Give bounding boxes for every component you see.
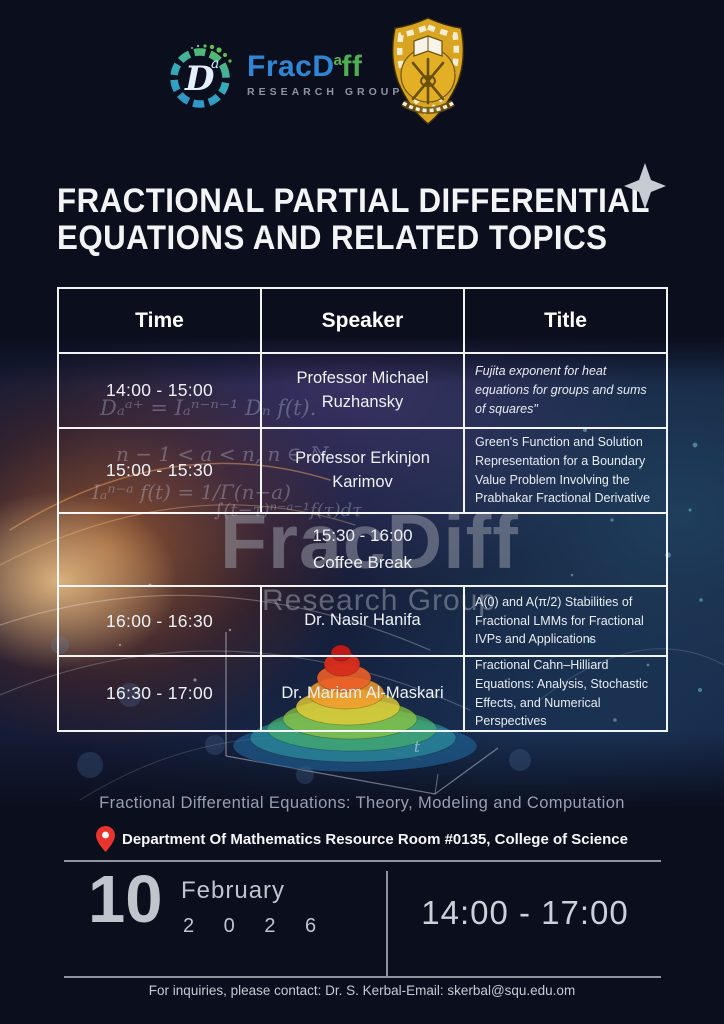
- brand-header: D a FracDaff RESEARCH GROUP: [165, 34, 403, 114]
- event-day: 10: [88, 862, 163, 937]
- location-pin-icon: [96, 826, 115, 852]
- column-header-time: Time: [58, 288, 261, 353]
- session-speaker: Dr. Mariam Al-Maskari: [261, 656, 464, 731]
- event-theme-subtitle: Fractional Differential Equations: Theor…: [99, 794, 625, 812]
- divider-line: [64, 860, 661, 862]
- session-speaker: Professor Erkinjon Karimov: [261, 428, 464, 513]
- coffee-break-row: 15:30 - 16:00 Coffee Break: [58, 513, 667, 586]
- event-year: 2 0 2 6: [183, 915, 329, 937]
- session-talk-title: Fujita exponent for heat equations for g…: [464, 353, 667, 428]
- background-formula: Iₐⁿ⁻ᵃ f(t) = 1∕Γ(n−a): [92, 480, 291, 504]
- location-text: Department Of Mathematics Resource Room …: [122, 830, 628, 848]
- logo-letter-sup: a: [211, 56, 219, 72]
- surface-plot-graphic: t: [225, 632, 499, 795]
- background-formula: n − 1 < a < n, n ∈ ℕ: [116, 442, 327, 466]
- column-header-speaker: Speaker: [261, 288, 464, 353]
- session-speaker: Dr. Nasir Hanifa: [261, 586, 464, 656]
- session-time: 14:00 - 15:00: [58, 353, 261, 428]
- coffee-break-label: Coffee Break: [313, 552, 412, 572]
- session-time: 16:30 - 17:00: [58, 656, 261, 731]
- sparkle-icon: [624, 163, 666, 209]
- schedule-table: Time Speaker Title 14:00 - 15:00 Profess…: [57, 287, 668, 732]
- event-month: February: [181, 877, 286, 904]
- plot-axis-label: t: [414, 738, 421, 756]
- fracdiff-logo-icon: D a: [170, 44, 232, 108]
- session-time: 16:00 - 16:30: [58, 586, 261, 656]
- event-time-range: 14:00 - 17:00: [421, 894, 629, 931]
- brand-tagline: RESEARCH GROUP: [247, 86, 404, 98]
- session-speaker: Professor Michael Ruzhansky: [261, 353, 464, 428]
- contact-footer: For inquiries, please contact: Dr. S. Ke…: [148, 983, 576, 998]
- divider-line: [64, 976, 661, 978]
- session-talk-title: Green's Function and Solution Representa…: [464, 428, 667, 513]
- session-time: 15:00 - 15:30: [58, 428, 261, 513]
- location-row: Department Of Mathematics Resource Room …: [0, 826, 724, 852]
- background-formula: Dₐᵃ⁺ = Iₐⁿ⁻ⁿ⁻¹ Dₙ f(t).: [100, 396, 317, 420]
- background-formula: ∫(t−τ)ⁿ⁻ᵃ⁻¹f(τ)dτ: [214, 500, 363, 521]
- date-time-divider: [386, 871, 388, 976]
- session-talk-title: A(0) and A(π/2) Stabilities of Fractiona…: [464, 586, 667, 656]
- watermark-research-group: Research Group: [262, 584, 497, 617]
- title-line-2: EQUATIONS AND RELATED TOPICS: [57, 219, 608, 257]
- coffee-break-time: 15:30 - 16:00: [312, 526, 413, 546]
- session-talk-title: Fractional Cahn–Hilliard Equations: Anal…: [464, 656, 667, 731]
- column-header-title: Title: [464, 288, 667, 353]
- wordmark-tail: ff: [341, 50, 363, 83]
- wordmark-head: FracD: [247, 50, 335, 83]
- logo-letter: D: [184, 59, 215, 99]
- university-emblem-icon: [391, 17, 465, 125]
- page-title: FRACTIONAL PARTIAL DIFFERENTIAL EQUATION…: [57, 183, 650, 257]
- title-line-1: FRACTIONAL PARTIAL DIFFERENTIAL: [57, 182, 650, 220]
- fracdiff-wordmark: FracDaff RESEARCH GROUP: [247, 50, 403, 98]
- wordmark-sup: a: [333, 52, 343, 69]
